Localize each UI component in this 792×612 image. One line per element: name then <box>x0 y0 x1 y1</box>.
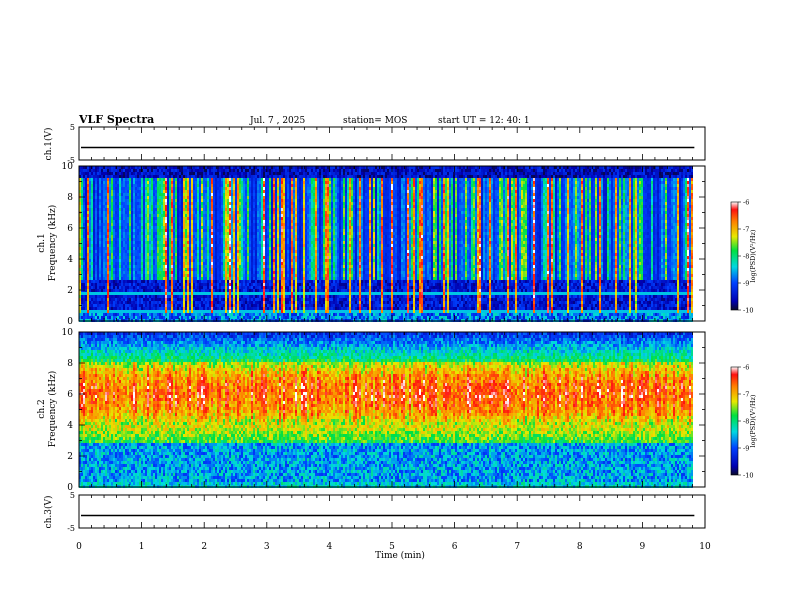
frequency-y-tick-label: 2 <box>67 452 73 462</box>
frequency-y-tick-label: 0 <box>67 317 73 327</box>
x-tick-label: 0 <box>76 542 82 552</box>
x-tick-label: 3 <box>264 542 270 552</box>
voltage-y-tick-label: 5 <box>70 123 75 132</box>
station-label: station= MOS <box>343 116 407 126</box>
voltage-y-tick-label: -5 <box>67 524 75 533</box>
colorbar-label: log(PSD)(V²/Hz) <box>749 394 757 447</box>
ch1-axis-label: ch.1 <box>37 233 47 252</box>
colorbar-tick-label: -6 <box>743 364 749 372</box>
colorbar-tick-label: -10 <box>743 472 753 480</box>
colorbar-label: log(PSD)(V²/Hz) <box>749 229 757 282</box>
ch1-spectrogram <box>79 166 705 322</box>
frequency-y-tick-label: 10 <box>62 162 74 172</box>
colorbar-scale <box>731 202 738 310</box>
ch2-axis-label: ch.2 <box>37 399 47 418</box>
colorbar-tick-label: -6 <box>743 199 749 207</box>
frequency-y-tick-label: 0 <box>67 483 73 493</box>
chart-title: VLF Spectra <box>78 113 154 126</box>
x-tick-label: 9 <box>640 542 646 552</box>
x-tick-label: 10 <box>699 542 711 552</box>
x-tick-label: 4 <box>327 542 333 552</box>
ch2-frequency-axis-label: Frequency (kHz) <box>47 371 58 448</box>
colorbar-scale <box>731 367 738 475</box>
ch1-frequency-axis-label: Frequency (kHz) <box>47 205 58 282</box>
frequency-y-tick-label: 2 <box>67 286 73 296</box>
x-tick-label: 7 <box>514 542 520 552</box>
frequency-y-tick-label: 6 <box>67 390 73 400</box>
frequency-y-tick-label: 10 <box>62 328 74 338</box>
frequency-y-tick-label: 8 <box>67 193 73 203</box>
frequency-y-tick-label: 8 <box>67 359 73 369</box>
date-label: Jul. 7 , 2025 <box>249 116 305 126</box>
ch1-voltage-axis-label: ch.1(V) <box>43 128 54 161</box>
x-tick-label: 8 <box>577 542 583 552</box>
frequency-y-tick-label: 4 <box>67 255 73 265</box>
frequency-y-tick-label: 6 <box>67 224 73 234</box>
ch2-spectrogram <box>79 332 705 488</box>
colorbar-tick-label: -10 <box>743 307 753 315</box>
frequency-y-tick-label: 4 <box>67 421 73 431</box>
ch3-voltage-axis-label: ch.3(V) <box>43 496 54 529</box>
x-axis-label: Time (min) <box>375 550 425 561</box>
x-tick-label: 6 <box>452 542 458 552</box>
x-tick-label: 1 <box>139 542 145 552</box>
start-time-label: start UT = 12: 40: 1 <box>438 116 530 126</box>
x-tick-label: 2 <box>201 542 207 552</box>
